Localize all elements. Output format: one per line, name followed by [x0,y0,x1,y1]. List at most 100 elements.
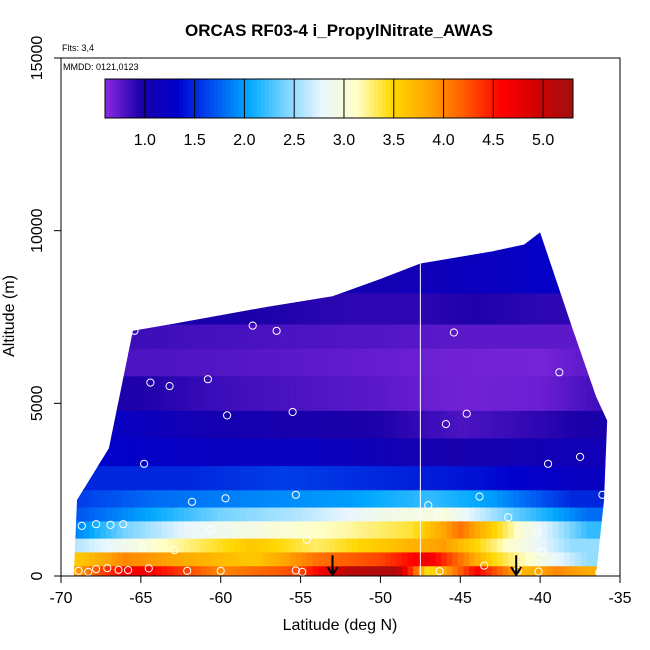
arrow-marker [510,555,523,576]
heatmap-cell [592,232,599,294]
colorbar-swatch [218,79,223,118]
colorbar-swatch [463,79,469,118]
heatmap-cell [429,551,437,567]
heatmap-cell [156,323,163,349]
heatmap-cell [474,465,481,491]
heatmap-cell [195,410,202,439]
heatmap-cell [497,410,504,439]
heatmap-cell [429,437,437,467]
heatmap-cell [306,375,314,411]
heatmap-cell [452,489,459,508]
heatmap-cell [340,520,347,539]
heatmap-cell [206,465,213,491]
heatmap-cell [519,506,526,522]
heatmap-cell [519,437,526,467]
colorbar-swatch [136,79,141,118]
heatmap-cell [580,520,588,539]
heatmap-cell [530,538,537,553]
colorbar-swatch [506,79,512,118]
heatmap-cell [94,375,101,411]
heatmap-cell [541,232,548,294]
heatmap-cell [83,506,90,522]
colorbar-swatch [385,79,391,118]
heatmap-cell [161,348,168,377]
x-tick-label: -50 [369,590,392,607]
heatmap-cell [306,232,314,294]
heatmap-cell [603,551,608,567]
heatmap-cell [167,348,174,377]
heatmap-cell [340,489,347,508]
heatmap-cell [223,506,230,522]
heatmap-cell [100,520,107,539]
heatmap-cell [301,292,308,325]
heatmap-cell [457,437,465,467]
heatmap-cell [67,293,73,325]
sample-point [103,564,112,573]
heatmap-cell [424,489,431,508]
heatmap-cell [575,506,582,522]
heatmap-cell [485,551,493,567]
heatmap-cell [552,565,560,576]
heatmap-cell [83,323,90,349]
heatmap-cell [306,489,314,508]
heatmap-cell [586,348,593,377]
heatmap-cell [575,232,582,294]
heatmap-cell [452,292,459,325]
heatmap-cell [161,437,168,467]
heatmap-cell [306,437,314,467]
heatmap-cell [318,565,325,576]
heatmap-cell [586,292,593,325]
heatmap-cell [323,232,330,294]
heatmap-cell [239,520,247,539]
heatmap-cell [474,506,481,522]
heatmap-cell [374,489,381,508]
heatmap-cell [390,551,397,567]
colorbar-swatch [518,79,523,118]
heatmap-cell [183,538,191,553]
sample-point [433,509,442,518]
colorbar-swatch [405,79,410,118]
heatmap-cell [396,489,403,508]
heatmap-cell [105,292,112,325]
heatmap-cell [564,565,571,576]
heatmap-cell [183,410,191,439]
heatmap-cell [318,348,325,377]
heatmap-cell [362,489,370,508]
heatmap-cell [435,551,442,567]
heatmap-cell [519,348,526,377]
heatmap-cell [346,437,353,467]
heatmap-cell [73,410,79,439]
heatmap-cell [368,565,375,576]
heatmap-cell [351,489,358,508]
heatmap-cell [279,506,286,522]
heatmap-cell [329,348,336,377]
heatmap-cell [463,520,470,539]
heatmap-cell [575,410,582,439]
heatmap-cell [234,348,241,377]
heatmap-cell [396,551,403,567]
heatmap-cell [407,551,414,567]
heatmap-cell [239,538,247,553]
colorbar-swatch [335,79,340,118]
heatmap-cell [256,348,263,377]
heatmap-cell [362,323,370,349]
heatmap-cell [569,323,576,349]
heatmap-cell [183,520,191,539]
heatmap-cell [61,231,67,294]
heatmap-cell [73,489,79,508]
heatmap-cell [223,410,230,439]
heatmap-cell [189,323,196,349]
heatmap-cell [144,232,152,294]
heatmap-cell [390,292,397,325]
heatmap-cell [295,323,302,349]
heatmap-cell [474,489,481,508]
heatmap-cell [262,232,269,294]
colorbar-swatch [245,79,250,118]
heatmap-cell [418,410,425,439]
heatmap-cell [67,410,73,438]
x-tick-label: -60 [209,590,232,607]
heatmap-cell [206,292,213,325]
heatmap-cell [284,520,291,539]
heatmap-cell [564,437,571,467]
